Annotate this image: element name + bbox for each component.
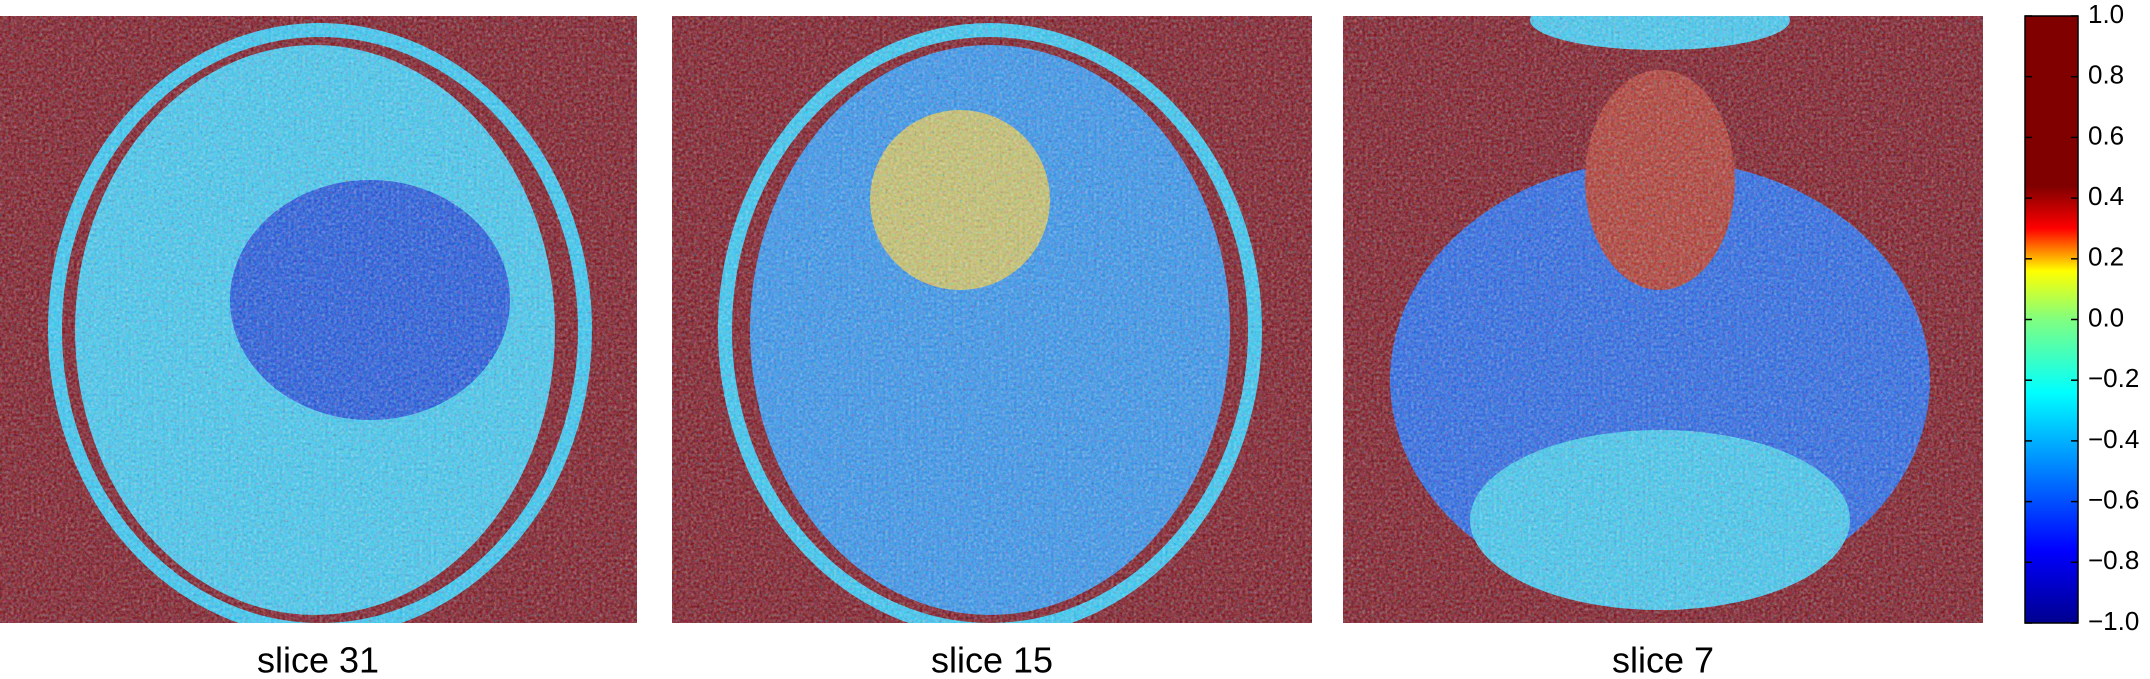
panel-image: [672, 16, 1312, 623]
tick-label: −0.6: [2088, 484, 2139, 514]
panel-label: slice 31: [257, 640, 379, 679]
tick-label: −0.4: [2088, 424, 2139, 454]
panel-image: [1343, 16, 1983, 623]
panel-label: slice 15: [931, 640, 1053, 679]
tick-label: 0.2: [2088, 242, 2124, 272]
tick-label: 0.4: [2088, 181, 2124, 211]
tick-label: −0.8: [2088, 545, 2139, 575]
tick-label: −1.0: [2088, 606, 2139, 636]
panel-image: [0, 16, 637, 623]
panel-label: slice 7: [1612, 640, 1714, 679]
tick-label: 0.6: [2088, 120, 2124, 150]
tick-label: 0.0: [2088, 302, 2124, 332]
colorbar: [2024, 15, 2079, 624]
tick-label: −0.2: [2088, 363, 2139, 393]
tick-label: 0.8: [2088, 60, 2124, 90]
tick-label: 1.0: [2088, 0, 2124, 29]
